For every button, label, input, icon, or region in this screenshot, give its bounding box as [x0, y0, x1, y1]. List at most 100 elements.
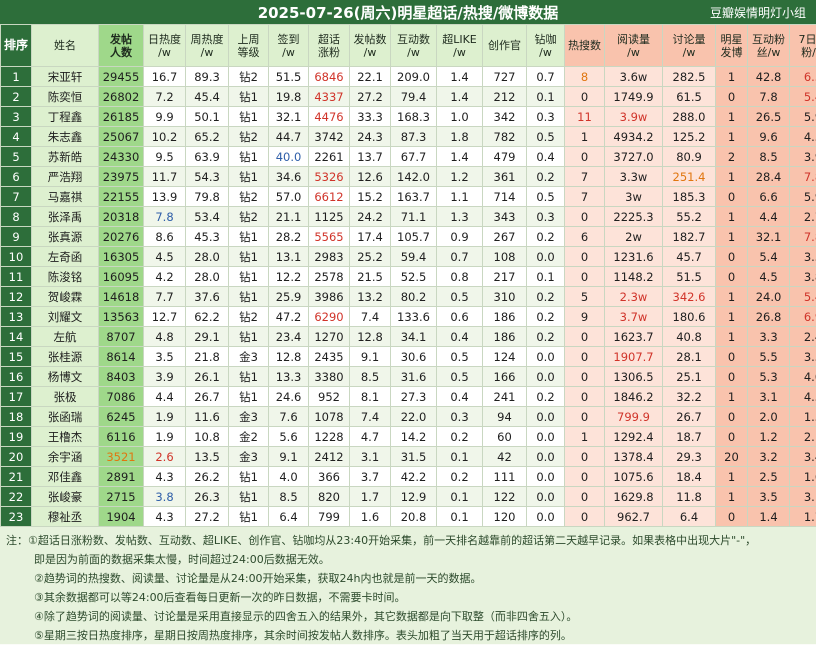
header-label: 周热度 — [186, 33, 228, 46]
cell-weekly_gain: 7.8 — [790, 227, 816, 247]
cell-hot_search: 7 — [565, 167, 605, 187]
cell-posts: 1904 — [99, 507, 144, 527]
cell-checkin: 44.7 — [269, 127, 309, 147]
header-label: 互动数 — [391, 33, 436, 46]
cell-post_count: 24.3 — [350, 127, 391, 147]
cell-posts: 20276 — [99, 227, 144, 247]
cell-interaction: 31.6 — [391, 367, 437, 387]
cell-rank: 12 — [1, 287, 32, 307]
cell-topic_fans: 2578 — [309, 267, 350, 287]
cell-weibo_interact: 24.0 — [748, 287, 790, 307]
cell-weekly_gain: 4.0 — [790, 367, 816, 387]
cell-reads: 3.3w — [605, 167, 663, 187]
cell-super_like: 0.4 — [437, 387, 483, 407]
cell-post_count: 7.4 — [350, 407, 391, 427]
cell-daily_heat: 13.9 — [144, 187, 186, 207]
cell-star_weibo: 1 — [716, 287, 748, 307]
cell-star_weibo: 1 — [716, 67, 748, 87]
cell-name: 严浩翔 — [32, 167, 99, 187]
cell-diamond: 0.0 — [527, 247, 565, 267]
header-sublabel: /w — [269, 46, 308, 59]
cell-checkin: 34.6 — [269, 167, 309, 187]
cell-weibo_interact: 28.4 — [748, 167, 790, 187]
cell-post_count: 22.1 — [350, 67, 391, 87]
cell-last_week_level: 钻1 — [229, 487, 269, 507]
cell-super_like: 1.3 — [437, 207, 483, 227]
cell-last_week_level: 钻1 — [229, 147, 269, 167]
cell-super_like: 1.2 — [437, 167, 483, 187]
cell-topic_fans: 2435 — [309, 347, 350, 367]
cell-creator: 342 — [483, 107, 527, 127]
cell-super_like: 0.1 — [437, 487, 483, 507]
cell-super_like: 0.8 — [437, 267, 483, 287]
header-interaction: 互动数/w — [391, 25, 437, 67]
cell-hot_search: 0 — [565, 367, 605, 387]
group-name: 豆瓣娱情明灯小组 — [710, 4, 806, 21]
cell-weibo_interact: 2.5 — [748, 467, 790, 487]
cell-weibo_interact: 7.8 — [748, 87, 790, 107]
cell-weekly_heat: 54.3 — [186, 167, 229, 187]
cell-last_week_level: 钻1 — [229, 367, 269, 387]
cell-last_week_level: 金3 — [229, 407, 269, 427]
cell-topic_fans: 3742 — [309, 127, 350, 147]
cell-star_weibo: 0 — [716, 367, 748, 387]
cell-weekly_gain: 3.5 — [790, 247, 816, 267]
header-sublabel: 涨粉 — [309, 46, 349, 59]
cell-posts: 6245 — [99, 407, 144, 427]
cell-discuss: 45.7 — [663, 247, 716, 267]
cell-creator: 186 — [483, 327, 527, 347]
cell-diamond: 0.0 — [527, 427, 565, 447]
cell-discuss: 80.9 — [663, 147, 716, 167]
cell-posts: 16095 — [99, 267, 144, 287]
cell-weekly_heat: 26.7 — [186, 387, 229, 407]
cell-name: 陈浚铭 — [32, 267, 99, 287]
cell-creator: 479 — [483, 147, 527, 167]
header-weibo_interact: 互动粉丝/w — [748, 25, 790, 67]
cell-weibo_interact: 32.1 — [748, 227, 790, 247]
cell-topic_fans: 3380 — [309, 367, 350, 387]
cell-posts: 22155 — [99, 187, 144, 207]
cell-reads: 799.9 — [605, 407, 663, 427]
cell-last_week_level: 钻2 — [229, 67, 269, 87]
cell-creator: 94 — [483, 407, 527, 427]
cell-weibo_interact: 9.6 — [748, 127, 790, 147]
cell-daily_heat: 12.7 — [144, 307, 186, 327]
cell-last_week_level: 钻1 — [229, 107, 269, 127]
cell-discuss: 11.8 — [663, 487, 716, 507]
cell-creator: 267 — [483, 227, 527, 247]
cell-star_weibo: 1 — [716, 167, 748, 187]
cell-discuss: 288.0 — [663, 107, 716, 127]
cell-post_count: 24.2 — [350, 207, 391, 227]
cell-reads: 962.7 — [605, 507, 663, 527]
cell-weibo_interact: 3.5 — [748, 487, 790, 507]
note-line: ②趋势词的热搜数、阅读量、讨论量是从24:00开始采集，获取24h内也就是前一天… — [34, 569, 482, 588]
cell-creator: 343 — [483, 207, 527, 227]
cell-weibo_interact: 5.5 — [748, 347, 790, 367]
cell-topic_fans: 2261 — [309, 147, 350, 167]
header-diamond: 钻咖/w — [527, 25, 565, 67]
header-post_count: 发帖数/w — [350, 25, 391, 67]
cell-topic_fans: 2412 — [309, 447, 350, 467]
cell-discuss: 342.6 — [663, 287, 716, 307]
cell-interaction: 14.2 — [391, 427, 437, 447]
cell-posts: 23975 — [99, 167, 144, 187]
cell-daily_heat: 4.5 — [144, 247, 186, 267]
cell-weibo_interact: 5.4 — [748, 247, 790, 267]
cell-checkin: 32.1 — [269, 107, 309, 127]
cell-post_count: 17.4 — [350, 227, 391, 247]
header-label: 发帖数 — [350, 33, 390, 46]
cell-hot_search: 6 — [565, 227, 605, 247]
cell-weekly_heat: 79.8 — [186, 187, 229, 207]
cell-weekly_heat: 11.6 — [186, 407, 229, 427]
cell-rank: 1 — [1, 67, 32, 87]
cell-post_count: 12.6 — [350, 167, 391, 187]
header-last_week_level: 上周等级 — [229, 25, 269, 67]
cell-star_weibo: 0 — [716, 267, 748, 287]
cell-rank: 22 — [1, 487, 32, 507]
cell-topic_fans: 5565 — [309, 227, 350, 247]
cell-creator: 727 — [483, 67, 527, 87]
